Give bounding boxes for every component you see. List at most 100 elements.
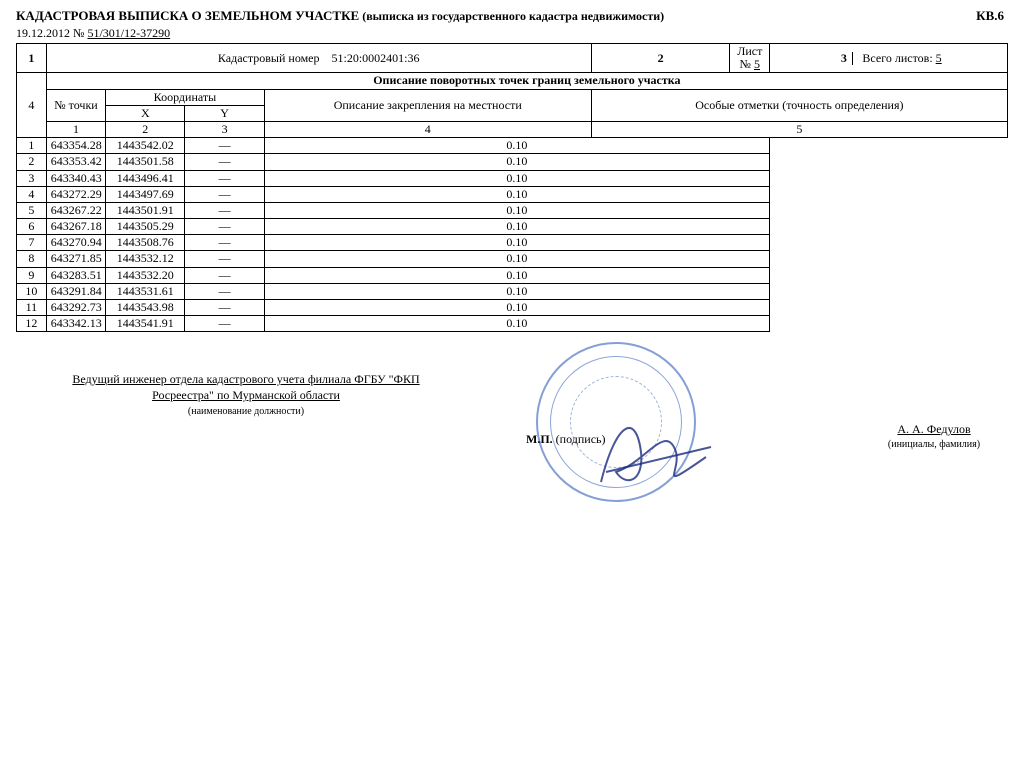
precision: 0.10 [264,300,769,316]
fix-desc: — [185,283,264,299]
table-row: 10643291.841443531.61—0.10 [17,283,1008,299]
hdr-coords: Координаты [106,89,265,105]
table-row: 4643272.291443497.69—0.10 [17,186,1008,202]
role-line1: Ведущий инженер отдела кадастрового учет… [46,372,446,388]
coord-y: 1443532.20 [106,267,185,283]
coord-x: 643354.28 [46,138,105,154]
precision: 0.10 [264,251,769,267]
coord-x: 643270.94 [46,235,105,251]
hdr-x: X [106,105,185,121]
sec1-n2: 2 [591,44,730,73]
point-no: 11 [17,300,47,316]
coord-x: 643267.22 [46,202,105,218]
precision: 0.10 [264,202,769,218]
table-row: 8643271.851443532.12—0.10 [17,251,1008,267]
point-no: 1 [17,138,47,154]
point-no: 10 [17,283,47,299]
fix-desc: — [185,202,264,218]
sec1-n3: 3 [835,52,853,65]
coord-y: 1443542.02 [106,138,185,154]
mp-rest: (подпись) [553,432,606,446]
coord-y: 1443501.91 [106,202,185,218]
coord-x: 643283.51 [46,267,105,283]
fix-desc: — [185,267,264,283]
fix-desc: — [185,186,264,202]
point-no: 5 [17,202,47,218]
fix-desc: — [185,251,264,267]
mp-bold: М.П. [526,432,553,446]
point-no: 9 [17,267,47,283]
table-row: 9643283.511443532.20—0.10 [17,267,1008,283]
coord-y: 1443532.12 [106,251,185,267]
coord-y: 1443531.61 [106,283,185,299]
coln-2: 2 [106,121,185,137]
table-row: 2643353.421443501.58—0.10 [17,154,1008,170]
mp-label: М.П. (подпись) [526,432,606,447]
sec1-n1: 1 [17,44,47,73]
fix-desc: — [185,235,264,251]
point-no: 12 [17,316,47,332]
point-no: 7 [17,235,47,251]
point-no: 8 [17,251,47,267]
point-no: 6 [17,219,47,235]
precision: 0.10 [264,283,769,299]
page-code: КВ.6 [976,8,1004,24]
coord-y: 1443497.69 [106,186,185,202]
fix-desc: — [185,219,264,235]
point-no: 4 [17,186,47,202]
footer: Ведущий инженер отдела кадастрового учет… [16,372,1008,532]
coord-y: 1443543.98 [106,300,185,316]
role-line2: Росреестра" по Мурманской области [46,388,446,404]
coord-x: 643353.42 [46,154,105,170]
signer-name: А. А. Федулов [864,422,1004,437]
dateline: 19.12.2012 № 51/301/12-37290 [16,26,1008,41]
table-row: 3643340.431443496.41—0.10 [17,170,1008,186]
coord-x: 643271.85 [46,251,105,267]
role-block: Ведущий инженер отдела кадастрового учет… [46,372,446,416]
fix-desc: — [185,170,264,186]
coord-x: 643267.18 [46,219,105,235]
fix-desc: — [185,138,264,154]
cad-label: Кадастровый номер [218,51,320,65]
coord-x: 643342.13 [46,316,105,332]
total-label: Всего листов: [862,51,935,65]
table-row: 6643267.181443505.29—0.10 [17,219,1008,235]
coln-5: 5 [591,121,1007,137]
coln-3: 3 [185,121,264,137]
coord-y: 1443496.41 [106,170,185,186]
cadastral-table: 1 Кадастровый номер 51:20:0002401:36 2 Л… [16,43,1008,332]
point-no: 2 [17,154,47,170]
table-row: 5643267.221443501.91—0.10 [17,202,1008,218]
sheet-no: 5 [754,57,760,71]
hdr-y: Y [185,105,264,121]
date: 19.12.2012 [16,26,70,40]
coord-y: 1443508.76 [106,235,185,251]
precision: 0.10 [264,154,769,170]
doc-no-prefix: № [73,26,87,40]
precision: 0.10 [264,316,769,332]
coord-y: 1443541.91 [106,316,185,332]
total-cell: 3 Всего листов: 5 [770,44,1008,73]
table-row: 12643342.131443541.91—0.10 [17,316,1008,332]
hdr-notes: Особые отметки (точность определения) [591,89,1007,121]
signer-block: А. А. Федулов (инициалы, фамилия) [864,422,1004,450]
coord-y: 1443501.58 [106,154,185,170]
title-sub: (выписка из государственного кадастра не… [362,9,664,23]
table-row: 11643292.731443543.98—0.10 [17,300,1008,316]
coord-x: 643340.43 [46,170,105,186]
coord-x: 643272.29 [46,186,105,202]
fix-desc: — [185,316,264,332]
role-caption: (наименование должности) [46,406,446,417]
precision: 0.10 [264,186,769,202]
doc-no: 51/301/12-37290 [87,26,170,40]
coord-x: 643291.84 [46,283,105,299]
table-row: 7643270.941443508.76—0.10 [17,235,1008,251]
cadastral-number-cell: Кадастровый номер 51:20:0002401:36 [46,44,591,73]
table-row: 1643354.281443542.02—0.10 [17,138,1008,154]
title-main: КАДАСТРОВАЯ ВЫПИСКА О ЗЕМЕЛЬНОМ УЧАСТКЕ [16,8,359,23]
precision: 0.10 [264,170,769,186]
coln-4: 4 [264,121,591,137]
fix-desc: — [185,300,264,316]
signer-caption: (инициалы, фамилия) [864,439,1004,450]
sheet-cell: Лист № 5 [730,44,770,73]
